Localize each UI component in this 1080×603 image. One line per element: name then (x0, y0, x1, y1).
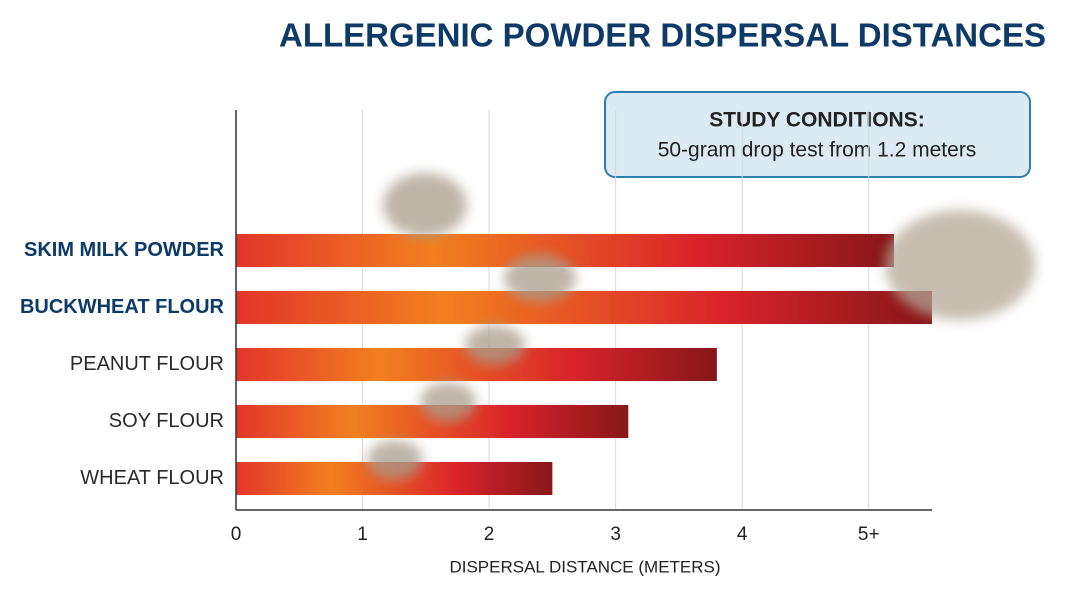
x-tick-label: 0 (231, 524, 242, 545)
dust-cloud (504, 254, 576, 302)
chart-title: ALLERGENIC POWDER DISPERSAL DISTANCES (279, 17, 1046, 54)
x-tick-label: 5+ (858, 524, 880, 545)
x-tick-label: 4 (737, 524, 748, 545)
annotation-box (604, 91, 1031, 178)
bar (236, 291, 932, 324)
x-tick-label: 3 (610, 524, 621, 545)
dust-clouds (367, 173, 1035, 480)
y-tick-label: WHEAT FLOUR (80, 467, 224, 489)
dust-cloud (465, 325, 525, 365)
bars (236, 234, 932, 495)
y-tick-label: PEANUT FLOUR (70, 353, 224, 375)
dust-cloud (383, 173, 467, 237)
x-axis-label: DISPERSAL DISTANCE (METERS) (449, 557, 720, 576)
dust-cloud (420, 382, 476, 422)
dust-cloud (367, 440, 423, 480)
x-tick-label: 2 (484, 524, 495, 545)
annotation-text: 50-gram drop test from 1.2 meters (658, 139, 977, 162)
y-tick-label: SKIM MILK POWDER (24, 239, 225, 261)
annotation-heading: STUDY CONDITIONS: (709, 109, 924, 132)
dust-cloud (885, 210, 1035, 320)
y-tick-label: BUCKWHEAT FLOUR (20, 296, 225, 318)
y-tick-label: SOY FLOUR (109, 410, 224, 432)
annotation: STUDY CONDITIONS: 50-gram drop test from… (604, 91, 1031, 178)
x-tick-label: 1 (357, 524, 368, 545)
